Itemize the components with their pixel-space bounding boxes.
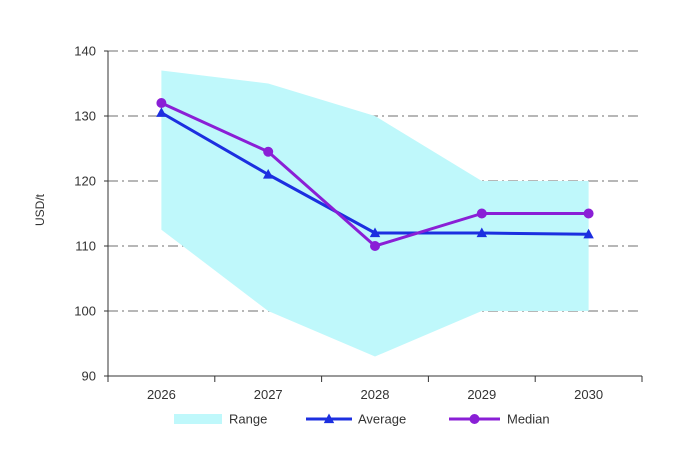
range-band bbox=[161, 70, 589, 357]
median-point-2029 bbox=[476, 208, 487, 219]
x-tick-label-2030: 2030 bbox=[574, 387, 603, 402]
x-tick-label-2027: 2027 bbox=[254, 387, 283, 402]
legend-item-range: Range bbox=[174, 412, 267, 427]
axes bbox=[104, 50, 643, 382]
legend-marker-average bbox=[323, 413, 335, 424]
legend: Range Average Median bbox=[174, 412, 550, 427]
y-tick-label-130: 130 bbox=[74, 109, 96, 124]
legend-item-median: Median bbox=[449, 412, 550, 427]
average-point-2029 bbox=[476, 227, 488, 238]
y-tick-label-90: 90 bbox=[82, 369, 96, 384]
median-point-2027 bbox=[263, 146, 274, 157]
series-layer bbox=[156, 98, 594, 251]
median-point-2030 bbox=[583, 208, 594, 219]
y-tick-label-100: 100 bbox=[74, 304, 96, 319]
median-point-2026 bbox=[156, 98, 167, 108]
series-median bbox=[156, 98, 594, 251]
x-tick-label-2026: 2026 bbox=[147, 387, 176, 402]
average-point-2030 bbox=[583, 228, 594, 239]
range-layer bbox=[161, 70, 589, 357]
y-tick-label-120: 120 bbox=[74, 174, 96, 189]
average-point-2027 bbox=[262, 169, 274, 179]
y-axis-label: USD/t bbox=[33, 193, 47, 226]
legend-item-average: Average bbox=[306, 412, 406, 427]
series-average bbox=[156, 107, 594, 239]
legend-swatch-range bbox=[174, 414, 222, 424]
legend-label-median: Median bbox=[507, 412, 550, 427]
y-tick-label-110: 110 bbox=[75, 239, 96, 254]
y-tick-labels: 90 100 110 120 130 140 bbox=[74, 44, 96, 384]
average-point-2028 bbox=[369, 227, 381, 238]
legend-marker-median bbox=[469, 414, 480, 424]
average-point-2026 bbox=[156, 107, 167, 117]
median-point-2028 bbox=[370, 241, 380, 251]
x-tick-labels: 2026 2027 2028 2029 2030 bbox=[147, 387, 603, 402]
y-tick-label-140: 140 bbox=[74, 44, 96, 59]
legend-label-range: Range bbox=[229, 412, 267, 427]
legend-label-average: Average bbox=[358, 412, 406, 427]
x-tick-label-2029: 2029 bbox=[467, 387, 496, 402]
x-tick-label-2028: 2028 bbox=[361, 387, 390, 402]
